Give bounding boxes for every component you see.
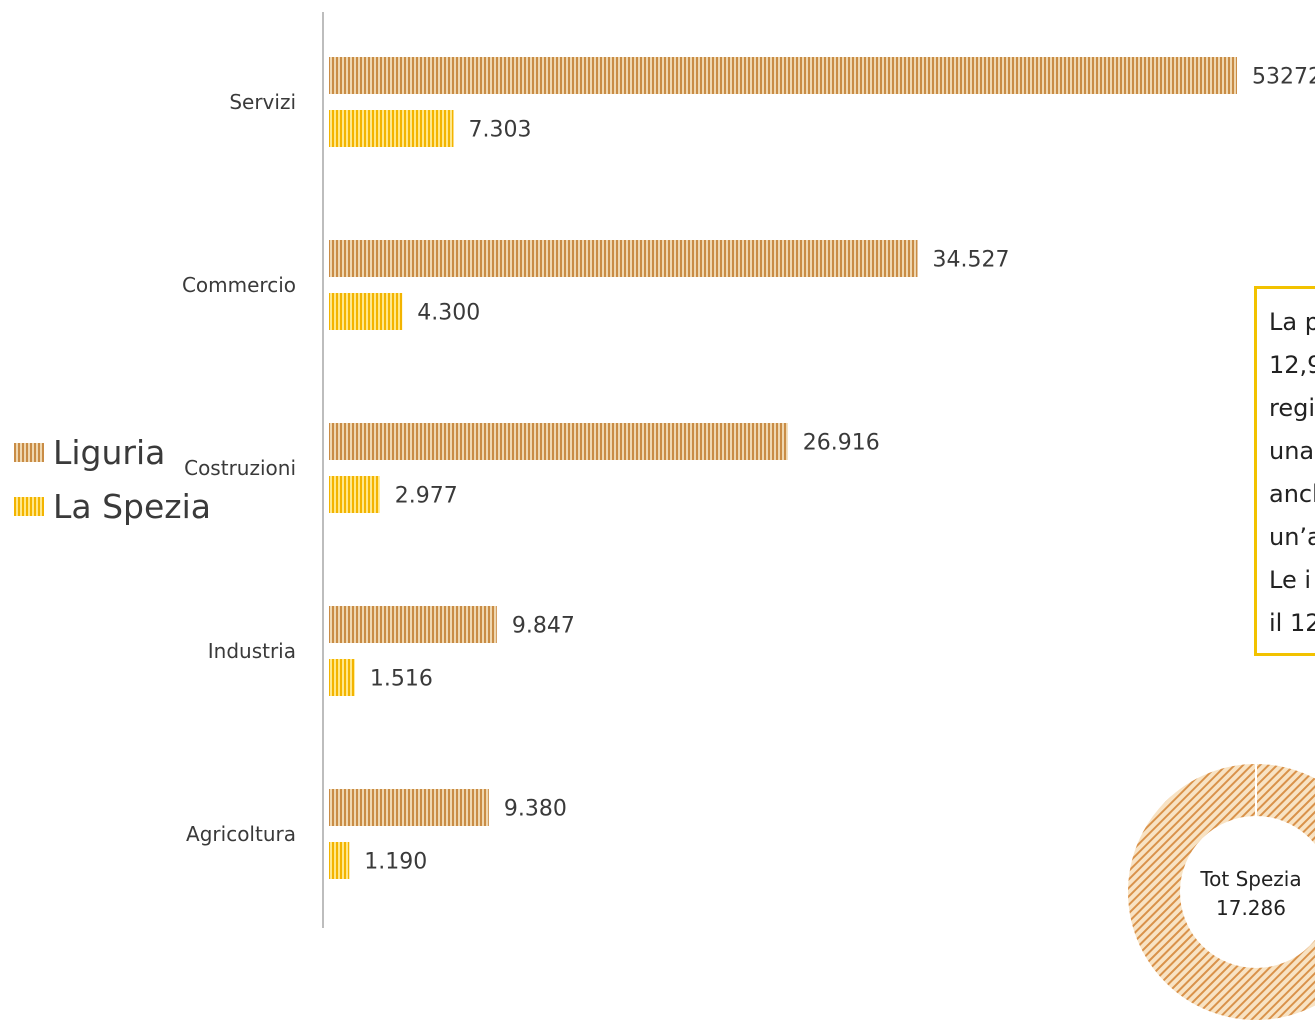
donut-center-label: Tot Spezia 17.286 <box>1181 865 1315 923</box>
category-label-servizi: Servizi <box>229 90 296 114</box>
value-label-spezia-industria: 1.516 <box>370 667 433 692</box>
bar-liguria-costruzioni <box>329 423 788 460</box>
note-line: un’a <box>1269 523 1315 551</box>
value-label-liguria-agricoltura: 9.380 <box>504 797 567 822</box>
note-line: anch <box>1269 480 1315 508</box>
legend-label-liguria: Liguria <box>53 432 166 472</box>
note-line: Le i <box>1269 566 1312 594</box>
note-line: il 12 <box>1269 609 1315 637</box>
donut-title: Tot Spezia <box>1200 867 1302 891</box>
value-label-liguria-servizi: 53272 <box>1252 65 1315 90</box>
bar-liguria-servizi <box>329 57 1237 94</box>
bar-spezia-commercio <box>329 293 403 330</box>
bar-spezia-agricoltura <box>329 842 350 879</box>
value-label-spezia-servizi: 7.303 <box>468 118 531 143</box>
legend-label-spezia: La Spezia <box>53 486 212 526</box>
value-label-spezia-costruzioni: 2.977 <box>395 484 458 509</box>
note-line: una <box>1269 437 1315 465</box>
value-label-spezia-agricoltura: 1.190 <box>364 850 427 875</box>
value-label-spezia-commercio: 4.300 <box>417 301 480 326</box>
value-label-liguria-industria: 9.847 <box>512 614 575 639</box>
note-line: 12,9 <box>1269 351 1315 379</box>
bar-spezia-industria <box>329 659 355 696</box>
category-label-costruzioni: Costruzioni <box>184 456 296 480</box>
legend-item-spezia: La Spezia <box>14 479 211 533</box>
value-label-liguria-costruzioni: 26.916 <box>803 431 880 456</box>
category-label-commercio: Commercio <box>182 273 296 297</box>
legend: Liguria La Spezia <box>14 425 211 533</box>
note-line: La p <box>1269 308 1315 336</box>
category-label-agricoltura: Agricoltura <box>186 822 296 846</box>
legend-item-liguria: Liguria <box>14 425 211 479</box>
legend-swatch-liguria <box>14 442 44 462</box>
note-line: regio <box>1269 394 1315 422</box>
donut-value: 17.286 <box>1216 896 1286 920</box>
value-label-liguria-commercio: 34.527 <box>932 248 1009 273</box>
category-label-industria: Industria <box>208 639 296 663</box>
note-box: La p 12,9 regio una anch un’a Le i il 12 <box>1254 286 1315 656</box>
legend-swatch-spezia <box>14 496 44 516</box>
bar-liguria-industria <box>329 606 497 643</box>
bar-chart: Servizi 53272 7.303 Commercio 34.527 4.300 Cos… <box>182 12 1315 928</box>
bar-liguria-agricoltura <box>329 789 489 826</box>
bar-spezia-servizi <box>329 110 454 147</box>
bar-liguria-commercio <box>329 240 918 277</box>
bar-spezia-costruzioni <box>329 476 380 513</box>
